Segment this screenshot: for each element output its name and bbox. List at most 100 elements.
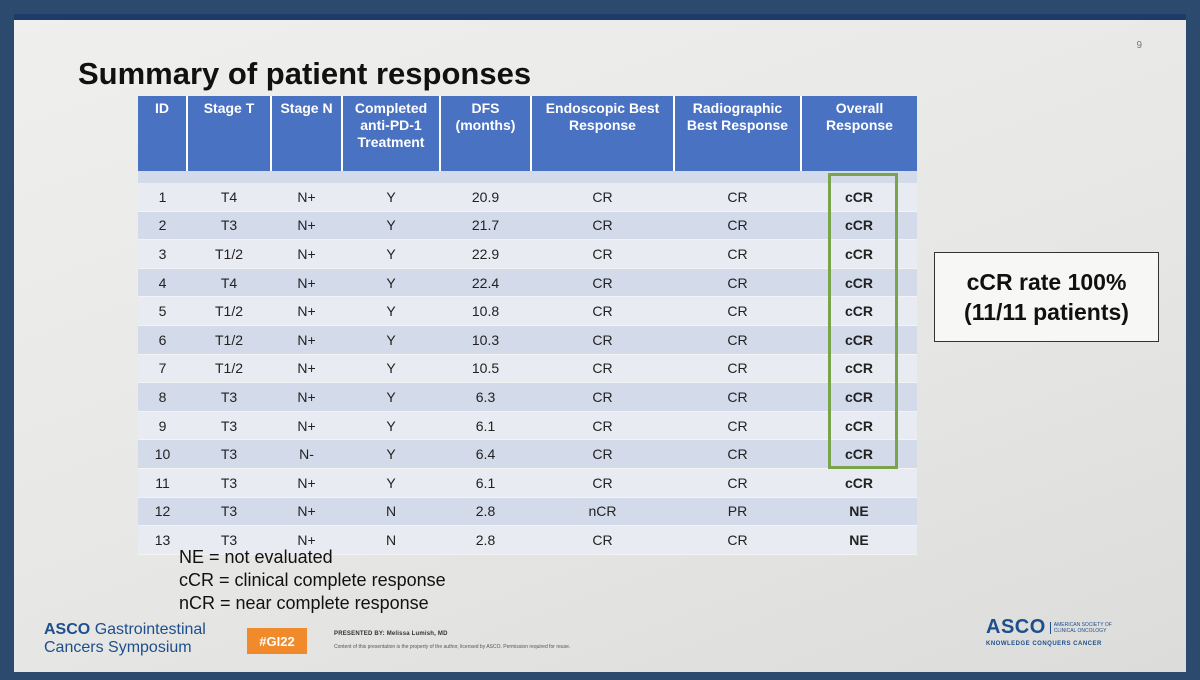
cell-dfs: 22.4	[440, 268, 531, 298]
cell-stage-n: N+	[271, 183, 342, 212]
cell-dfs: 10.8	[440, 296, 531, 326]
cell-stage-n: N+	[271, 268, 342, 298]
symposium-brand: ASCO	[44, 621, 91, 638]
cell-endoscopic-response: CR	[531, 211, 674, 241]
legend-ncr: nCR = near complete response	[179, 593, 429, 613]
header-line: Treatment	[357, 134, 425, 150]
cell-stage-n: N+	[271, 497, 342, 527]
header-line: Best Response	[686, 117, 789, 133]
table-spacer-row	[138, 171, 917, 183]
table-row: 3 T1/2 N+ Y 22.9 CR CR cCR	[138, 239, 917, 269]
cell-endoscopic-response: CR	[531, 354, 674, 384]
cell-stage-t: T1/2	[187, 239, 271, 269]
legend-ne: NE = not evaluated	[179, 547, 333, 567]
cell-id: 8	[138, 382, 187, 412]
cell-id: 13	[138, 525, 187, 555]
table-row: 4 T4 N+ Y 22.4 CR CR cCR	[138, 268, 917, 298]
header-line: Completed	[354, 100, 428, 116]
header-endoscopic-response: Endoscopic Best Response	[531, 96, 675, 171]
cell-endoscopic-response: CR	[531, 296, 674, 326]
cell-stage-n: N+	[271, 211, 342, 241]
response-table: ID Stage T Stage N Completed anti-PD-1 Treatm…	[138, 96, 917, 555]
cell-dfs: 6.1	[440, 468, 531, 498]
legend-ccr: cCR = clinical complete response	[179, 570, 446, 590]
header-completed-treatment: Completed anti-PD-1 Treatment	[342, 96, 441, 171]
cell-stage-t: T3	[187, 439, 271, 469]
cell-dfs: 2.8	[440, 525, 531, 555]
cell-endoscopic-response: CR	[531, 325, 674, 355]
header-line: ID	[155, 100, 169, 116]
cell-endoscopic-response: CR	[531, 525, 674, 555]
header-id: ID	[138, 96, 188, 171]
header-dfs: DFS (months)	[440, 96, 532, 171]
cell-dfs: 6.4	[440, 439, 531, 469]
cell-completed-treatment: Y	[342, 296, 440, 326]
header-line: anti-PD-1	[360, 117, 422, 133]
cell-id: 11	[138, 468, 187, 498]
cell-stage-t: T3	[187, 497, 271, 527]
cell-endoscopic-response: nCR	[531, 497, 674, 527]
table-row: 12 T3 N+ N 2.8 nCR PR NE	[138, 497, 917, 527]
cell-stage-n: N+	[271, 525, 342, 555]
cell-stage-n: N+	[271, 296, 342, 326]
header-line: Stage N	[280, 100, 333, 116]
cell-radiographic-response: CR	[674, 183, 801, 212]
header-line: Stage T	[203, 100, 255, 116]
cell-id: 7	[138, 354, 187, 384]
header-stage-n: Stage N	[271, 96, 343, 171]
cell-stage-n: N+	[271, 411, 342, 441]
cell-id: 2	[138, 211, 187, 241]
cell-dfs: 10.3	[440, 325, 531, 355]
table-header-row: ID Stage T Stage N Completed anti-PD-1 Treatm…	[138, 96, 917, 171]
cell-overall-response: NE	[801, 525, 917, 555]
cell-id: 12	[138, 497, 187, 527]
table-row: 7 T1/2 N+ Y 10.5 CR CR cCR	[138, 354, 917, 384]
slide-title: Summary of patient responses	[78, 56, 532, 91]
cell-radiographic-response: CR	[674, 296, 801, 326]
table-row: 2 T3 N+ Y 21.7 CR CR cCR	[138, 211, 917, 241]
table-row: 1 T4 N+ Y 20.9 CR CR cCR	[138, 183, 917, 212]
asco-tagline: KNOWLEDGE CONQUERS CANCER	[986, 641, 1102, 647]
header-line: DFS	[471, 100, 500, 116]
header-line: Endoscopic Best	[545, 100, 660, 116]
header-stage-t: Stage T	[187, 96, 272, 171]
cell-stage-n: N+	[271, 239, 342, 269]
top-bar	[14, 14, 1186, 20]
cell-radiographic-response: CR	[674, 211, 801, 241]
cell-completed-treatment: Y	[342, 382, 440, 412]
cell-stage-n: N+	[271, 468, 342, 498]
cell-radiographic-response: CR	[674, 525, 801, 555]
cell-id: 3	[138, 239, 187, 269]
header-line: Overall	[835, 100, 884, 116]
cell-completed-treatment: Y	[342, 268, 440, 298]
cell-endoscopic-response: CR	[531, 183, 674, 212]
cell-id: 6	[138, 325, 187, 355]
hashtag-badge: #GI22	[247, 628, 307, 654]
cell-completed-treatment: Y	[342, 439, 440, 469]
cell-endoscopic-response: CR	[531, 382, 674, 412]
cell-completed-treatment: Y	[342, 468, 440, 498]
cell-dfs: 6.3	[440, 382, 531, 412]
header-overall-response: Overall Response	[801, 96, 917, 171]
table-row: 6 T1/2 N+ Y 10.3 CR CR cCR	[138, 325, 917, 355]
cell-id: 5	[138, 296, 187, 326]
ccr-patient-count: (11/11 patients)	[964, 299, 1129, 325]
asco-logo: ASCO AMERICAN SOCIETY OF CLINICAL ONCOLO…	[986, 616, 1156, 647]
cell-dfs: 10.5	[440, 354, 531, 384]
cell-stage-t: T1/2	[187, 354, 271, 384]
cell-completed-treatment: Y	[342, 411, 440, 441]
cell-completed-treatment: Y	[342, 183, 440, 212]
cell-stage-t: T4	[187, 268, 271, 298]
cell-dfs: 2.8	[440, 497, 531, 527]
cell-completed-treatment: Y	[342, 354, 440, 384]
copyright-note: Content of this presentation is the prop…	[334, 644, 571, 650]
table-row: 9 T3 N+ Y 6.1 CR CR cCR	[138, 411, 917, 441]
cell-completed-treatment: Y	[342, 325, 440, 355]
presented-by: PRESENTED BY: Melissa Lumish, MD	[334, 631, 448, 637]
cell-stage-n: N+	[271, 325, 342, 355]
cell-dfs: 20.9	[440, 183, 531, 212]
cell-dfs: 6.1	[440, 411, 531, 441]
header-radiographic-response: Radiographic Best Response	[674, 96, 802, 171]
cell-id: 10	[138, 439, 187, 469]
cell-radiographic-response: PR	[674, 497, 801, 527]
